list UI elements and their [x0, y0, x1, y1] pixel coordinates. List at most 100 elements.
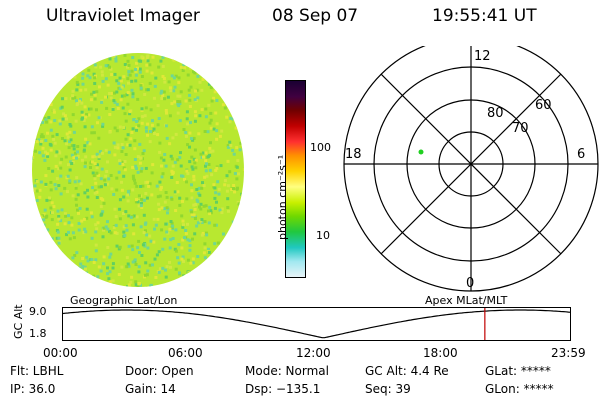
noise-pixel: [143, 93, 147, 96]
noise-pixel: [125, 228, 129, 232]
noise-pixel: [54, 61, 58, 64]
noise-pixel: [142, 213, 146, 217]
status-filter: Flt: LBHL: [10, 364, 64, 378]
noise-pixel: [194, 53, 198, 57]
noise-pixel: [102, 262, 106, 266]
noise-pixel: [87, 113, 91, 117]
noise-pixel: [113, 145, 117, 149]
noise-pixel: [214, 111, 218, 115]
noise-pixel: [123, 168, 127, 172]
noise-pixel: [108, 270, 112, 274]
noise-pixel: [45, 198, 49, 202]
noise-pixel: [122, 195, 126, 199]
noise-pixel: [193, 148, 197, 152]
noise-pixel: [170, 197, 174, 201]
noise-pixel: [193, 98, 197, 102]
noise-pixel: [57, 241, 61, 245]
noise-pixel: [55, 229, 59, 232]
noise-pixel: [186, 73, 190, 77]
noise-pixel: [139, 169, 143, 173]
noise-pixel: [200, 88, 204, 92]
noise-pixel: [37, 223, 41, 227]
noise-pixel: [197, 186, 201, 190]
noise-pixel: [87, 281, 91, 285]
noise-pixel: [57, 290, 60, 291]
altitude-axis-label: GC Alt: [12, 304, 25, 339]
noise-pixel: [83, 105, 87, 109]
noise-pixel: [135, 125, 139, 129]
noise-pixel: [93, 76, 97, 80]
noise-pixel: [99, 185, 103, 189]
noise-pixel: [114, 215, 118, 219]
noise-pixel: [108, 65, 111, 69]
noise-pixel: [191, 138, 195, 142]
noise-pixel: [105, 106, 109, 110]
noise-pixel: [166, 95, 170, 99]
noise-pixel: [100, 73, 104, 77]
noise-pixel: [70, 144, 74, 148]
noise-pixel: [169, 89, 173, 93]
noise-pixel: [187, 288, 190, 290]
noise-pixel: [65, 233, 68, 237]
noise-pixel: [71, 89, 75, 93]
noise-pixel: [244, 163, 246, 166]
noise-pixel: [131, 248, 135, 252]
noise-pixel: [140, 197, 144, 201]
noise-pixel: [160, 228, 164, 232]
noise-pixel: [109, 252, 113, 256]
noise-pixel: [222, 276, 226, 280]
noise-pixel: [182, 223, 185, 227]
noise-pixel: [54, 253, 58, 257]
altitude-plot: [62, 307, 572, 341]
noise-pixel: [93, 82, 97, 85]
noise-pixel: [77, 179, 81, 183]
noise-pixel: [115, 188, 119, 192]
noise-pixel: [194, 158, 198, 162]
noise-pixel: [115, 176, 119, 180]
noise-pixel: [132, 232, 136, 236]
noise-pixel: [73, 75, 77, 79]
noise-pixel: [144, 166, 148, 170]
noise-pixel: [143, 114, 147, 118]
noise-pixel: [123, 94, 127, 98]
noise-pixel: [120, 85, 124, 89]
noise-pixel: [40, 53, 44, 55]
noise-pixel: [111, 266, 115, 270]
noise-pixel: [75, 80, 79, 84]
noise-pixel: [50, 218, 54, 222]
noise-pixel: [70, 281, 74, 285]
noise-pixel: [198, 205, 201, 209]
noise-pixel: [198, 80, 202, 84]
noise-pixel: [49, 128, 53, 132]
noise-pixel: [55, 150, 59, 154]
noise-pixel: [39, 142, 43, 146]
status-gc-alt: GC Alt: 4.4 Re: [365, 364, 449, 378]
noise-pixel: [83, 125, 87, 129]
noise-pixel: [104, 174, 108, 178]
noise-pixel: [149, 130, 152, 133]
noise-pixel: [109, 96, 113, 100]
noise-pixel: [82, 118, 86, 122]
noise-pixel: [161, 266, 165, 270]
noise-pixel: [106, 220, 109, 224]
noise-pixel: [38, 85, 42, 89]
noise-pixel: [91, 171, 95, 175]
noise-pixel: [233, 262, 237, 266]
noise-pixel: [32, 281, 34, 284]
noise-pixel: [96, 53, 100, 57]
noise-pixel: [111, 279, 115, 283]
noise-pixel: [117, 170, 121, 174]
noise-pixel: [50, 237, 54, 241]
noise-pixel: [192, 174, 196, 178]
noise-pixel: [35, 179, 39, 183]
noise-pixel: [177, 76, 181, 80]
noise-pixel: [209, 150, 213, 154]
noise-pixel: [71, 265, 75, 269]
noise-pixel: [61, 79, 65, 83]
noise-pixel: [241, 285, 244, 287]
noise-pixel: [42, 213, 46, 217]
noise-pixel: [174, 267, 178, 271]
noise-pixel: [93, 191, 97, 195]
noise-pixel: [121, 106, 125, 110]
noise-pixel: [168, 260, 171, 264]
